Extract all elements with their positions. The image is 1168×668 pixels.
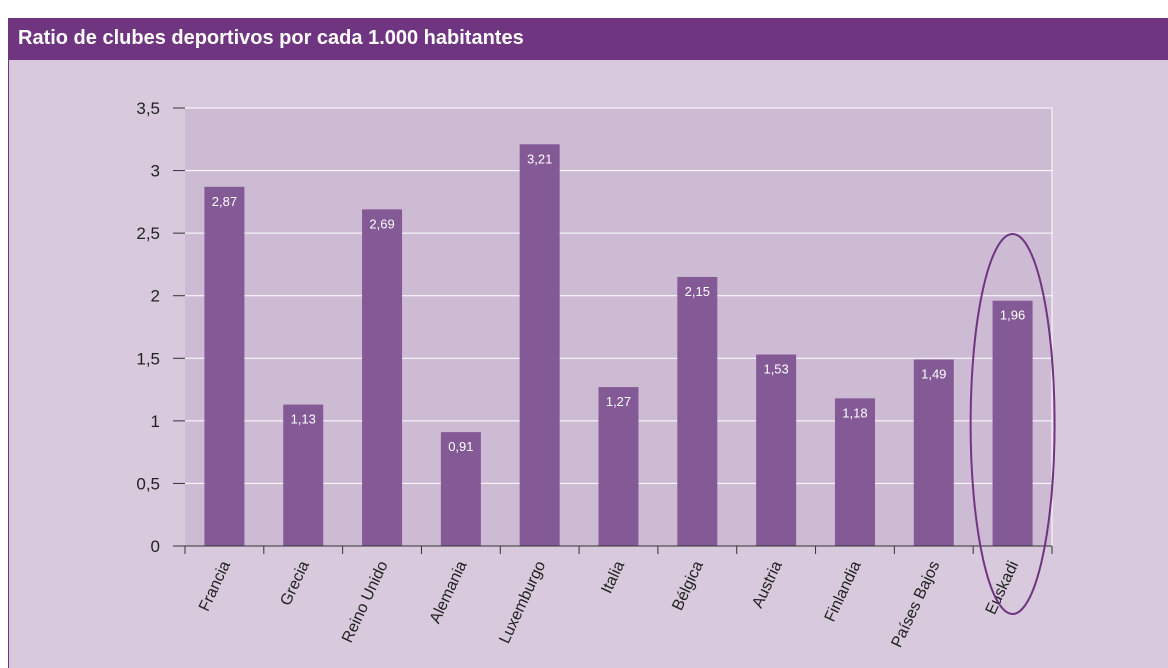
y-tick-label: 2 (151, 287, 160, 306)
value-label: 1,18 (842, 405, 867, 420)
bar-francia (204, 187, 244, 546)
category-label: Grecia (278, 558, 313, 608)
bar-finlandia (835, 398, 875, 546)
category-label: Austria (749, 558, 785, 610)
value-label: 2,69 (369, 216, 394, 231)
y-tick-label: 1 (151, 412, 160, 431)
category-label: Alemania (427, 558, 471, 626)
category-label: Bélgica (669, 558, 707, 613)
bar-luxemburgo (520, 144, 560, 546)
y-tick-label: 3 (151, 162, 160, 181)
bar-bélgica (677, 277, 717, 546)
category-label: Luxemburgo (496, 558, 549, 646)
value-label: 0,91 (448, 439, 473, 454)
bar-austria (756, 355, 796, 546)
y-tick-label: 0,5 (136, 474, 160, 493)
category-label: Francia (196, 558, 234, 614)
y-tick-label: 1,5 (136, 349, 160, 368)
value-label: 1,27 (606, 394, 631, 409)
bar-italia (599, 387, 639, 546)
y-tick-label: 0 (151, 537, 160, 556)
value-label: 1,49 (921, 367, 946, 382)
value-label: 2,15 (685, 284, 710, 299)
bar-reino-unido (362, 209, 402, 546)
category-label: Finlandia (822, 558, 865, 624)
value-label: 2,87 (212, 194, 237, 209)
value-label: 1,96 (1000, 308, 1025, 323)
value-label: 1,53 (763, 362, 788, 377)
value-label: 3,21 (527, 151, 552, 166)
bar-euskadi (993, 301, 1033, 546)
category-label: Países Bajos (889, 559, 944, 651)
bar-países-bajos (914, 360, 954, 546)
y-tick-label: 3,5 (136, 99, 160, 118)
category-label: Reino Unido (339, 558, 392, 645)
value-label: 1,13 (291, 412, 316, 427)
y-tick-label: 2,5 (136, 224, 160, 243)
category-label: Italia (598, 558, 628, 596)
